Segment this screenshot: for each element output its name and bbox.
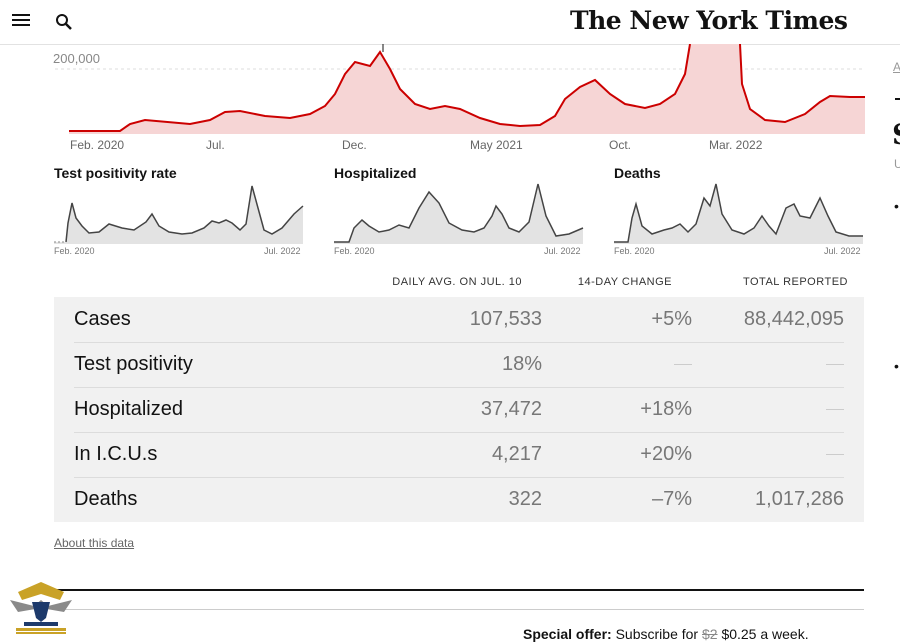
deaths-x-start: Feb. 2020	[614, 246, 655, 256]
cell-change: +18%	[640, 398, 692, 420]
tp-x-end: Jul. 2022	[264, 246, 301, 256]
col-header-daily-avg: DAILY AVG. ON JUL. 10	[392, 276, 522, 288]
watermark-logo	[10, 582, 72, 634]
deaths-chart	[614, 183, 863, 244]
table-row: Cases 107,533 +5% 88,442,095	[74, 297, 844, 343]
section-divider-thin	[54, 609, 864, 610]
row-label: Cases	[74, 308, 131, 330]
table-row: In I.C.U.s 4,217 +20%	[74, 432, 844, 478]
sidebar-bullet: •	[894, 198, 899, 214]
hospitalized-title: Hospitalized	[334, 165, 417, 181]
sidebar-rule	[895, 98, 900, 100]
main-chart-xtick: May 2021	[470, 138, 523, 152]
section-divider	[54, 589, 864, 591]
row-label: Test positivity	[74, 353, 193, 375]
row-label: In I.C.U.s	[74, 443, 158, 465]
row-label: Hospitalized	[74, 398, 183, 420]
empty-cell-dash	[826, 364, 844, 365]
special-offer[interactable]: Special offer: Subscribe for $2 $0.25 a …	[523, 626, 809, 642]
cell-avg: 37,472	[480, 398, 542, 420]
main-chart-ytick: 200,000	[53, 51, 100, 66]
stats-table: Cases 107,533 +5% 88,442,095 Test positivity…	[54, 297, 864, 522]
cell-total: 88,442,095	[743, 308, 844, 330]
table-row: Test positivity 18%	[74, 342, 844, 388]
deaths-x-end: Jul. 2022	[824, 246, 861, 256]
cell-total: 1,017,286	[755, 488, 844, 510]
cell-avg: 107,533	[469, 308, 542, 330]
cell-avg: 4,217	[491, 443, 542, 465]
offer-new-price: $0.25 a week.	[721, 626, 809, 642]
sidebar-link[interactable]: A	[893, 60, 900, 74]
cell-change: +5%	[651, 308, 692, 330]
table-row: Deaths 322 –7% 1,017,286	[74, 477, 844, 522]
offer-text: Subscribe for	[615, 626, 699, 642]
cases-area	[69, 44, 865, 134]
about-data-link[interactable]: About this data	[54, 536, 135, 550]
search-icon[interactable]	[55, 13, 73, 31]
cell-avg: 18%	[501, 353, 542, 375]
table-row: Hospitalized 37,472 +18%	[74, 387, 844, 433]
test-positivity-title: Test positivity rate	[54, 165, 177, 181]
offer-old-price: $2	[701, 626, 718, 642]
sidebar-heading: S	[892, 118, 900, 151]
deaths-title: Deaths	[614, 165, 661, 181]
sidebar-bullet: •	[894, 358, 899, 374]
offer-label: Special offer:	[523, 626, 612, 642]
cases-chart	[55, 44, 865, 134]
sidebar-subtext: U	[894, 157, 900, 171]
empty-cell-dash	[674, 364, 692, 365]
main-chart-xtick: Dec.	[342, 138, 367, 152]
cases-line	[69, 44, 865, 132]
tp-x-start: Feb. 2020	[54, 246, 95, 256]
nyt-logo[interactable]: The New York Times	[570, 6, 848, 35]
hospitalized-chart	[334, 183, 584, 244]
cell-change: –7%	[651, 488, 692, 510]
cell-change: +20%	[640, 443, 692, 465]
main-chart-xtick: Jul.	[206, 138, 225, 152]
main-chart-xtick: Oct.	[609, 138, 632, 152]
hosp-x-end: Jul. 2022	[544, 246, 581, 256]
site-header: The New York Times	[0, 0, 900, 45]
empty-cell-dash	[826, 409, 844, 410]
empty-cell-dash	[826, 454, 844, 455]
col-header-14-day-change: 14-DAY CHANGE	[577, 276, 672, 288]
cell-avg: 322	[508, 488, 542, 510]
main-chart-xtick: Feb. 2020	[70, 138, 125, 152]
main-chart-xtick: Mar. 2022	[709, 138, 763, 152]
row-label: Deaths	[74, 488, 138, 510]
test-positivity-chart	[54, 185, 304, 244]
hosp-x-start: Feb. 2020	[334, 246, 375, 256]
col-header-total-reported: TOTAL REPORTED	[742, 276, 848, 288]
menu-icon[interactable]	[12, 14, 30, 30]
